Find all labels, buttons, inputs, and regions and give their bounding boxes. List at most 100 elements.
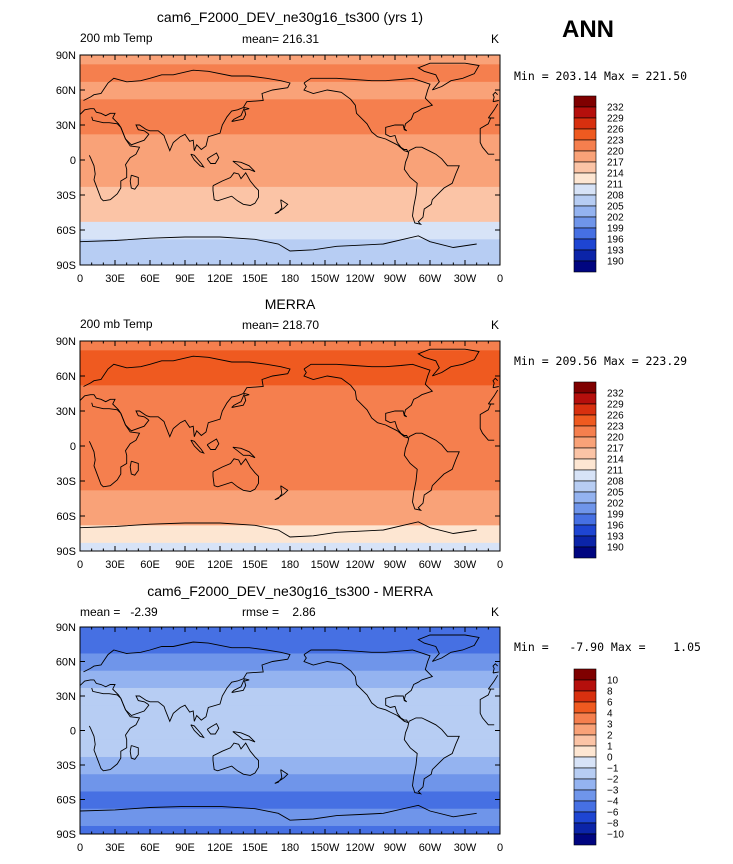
panel-2-units: K [491, 318, 500, 332]
colorbar-label: 214 [607, 455, 624, 466]
colorbar-box [573, 95, 597, 108]
coastline [492, 377, 499, 389]
x-tick-label: 180 [281, 559, 299, 571]
panel-2-coastlines [80, 348, 499, 538]
x-tick-label: 60E [140, 559, 160, 571]
coastline [231, 106, 250, 122]
panel-2-band-15N [80, 419, 500, 438]
colorbar-box [573, 679, 597, 692]
x-tick-label: 90W [384, 273, 407, 285]
colorbar-box [573, 524, 597, 537]
coastline [403, 146, 460, 225]
x-tick-label: 120E [207, 273, 233, 285]
colorbar-box [573, 194, 597, 207]
panel-1-band-15S [80, 168, 500, 187]
coastline [190, 724, 205, 739]
panel-1-minmax: Min = 203.14 Max = 221.50 [514, 69, 688, 83]
x-tick-label: 30E [105, 842, 125, 854]
panel-2-colorbar: 2322292262232202172142112082052021991961… [573, 381, 624, 559]
x-tick-label: 180 [281, 273, 299, 285]
panel-3-band-75N [80, 635, 500, 654]
colorbar-label: 220 [607, 147, 624, 158]
panel-1-band-75S [80, 238, 500, 257]
colorbar-label: −6 [607, 808, 619, 819]
panel-1-band-15N [80, 133, 500, 152]
y-tick-label: 0 [70, 441, 76, 453]
colorbar-label: 229 [607, 400, 624, 411]
panel-3-band-45S [80, 773, 500, 792]
coastline [232, 446, 256, 459]
panel-3-left-label: mean = -2.39 [80, 605, 158, 619]
colorbar-label: 220 [607, 433, 624, 444]
panel-3-field [80, 627, 500, 834]
coastline [88, 116, 495, 202]
coastline [274, 769, 289, 784]
colorbar-box [573, 701, 597, 714]
panel-1-band-60S [80, 221, 500, 240]
panel-2-band-15S [80, 454, 500, 473]
x-tick-label: 60W [419, 559, 442, 571]
x-tick-label: 0 [497, 273, 503, 285]
y-tick-label: 30N [56, 406, 76, 418]
coastline [206, 152, 220, 164]
panel-2-band-0 [80, 437, 500, 456]
colorbar-box [573, 216, 597, 229]
panel-3-plot: 0 30E 60E 90E 120E 150E 180 150W 120W 90W 60W 30W 09… [56, 622, 625, 854]
colorbar-box [573, 734, 597, 747]
colorbar-label: 199 [607, 510, 624, 521]
colorbar-box [573, 800, 597, 813]
y-tick-label: 0 [70, 726, 76, 738]
y-tick-label: 90N [56, 50, 76, 62]
colorbar-label: 229 [607, 114, 624, 125]
colorbar-label: −3 [607, 786, 619, 797]
colorbar-label: 1 [607, 742, 613, 753]
colorbar-box [573, 238, 597, 251]
coastline [417, 634, 480, 662]
x-tick-label: 120W [346, 559, 375, 571]
colorbar-label: 2 [607, 731, 613, 742]
y-tick-label: 30S [56, 190, 76, 202]
x-tick-label: 60E [140, 842, 160, 854]
x-tick-label: 150W [311, 559, 340, 571]
panel-2-field [80, 341, 500, 551]
colorbar-label: 6 [607, 698, 613, 709]
panel-1-band-75N [80, 63, 500, 82]
coastline [80, 69, 499, 152]
colorbar-label: 190 [607, 257, 624, 268]
panel-1-units: K [491, 32, 500, 46]
x-tick-label: 30E [105, 559, 125, 571]
colorbar-box [573, 139, 597, 152]
panel-1-band-30S [80, 186, 500, 205]
coastline [303, 363, 434, 439]
colorbar-label: 205 [607, 488, 624, 499]
colorbar-box [573, 172, 597, 185]
coastline [232, 160, 256, 173]
colorbar-label: 196 [607, 521, 624, 532]
panel-3-minmax: Min = -7.90 Max = 1.05 [514, 640, 701, 654]
colorbar-label: 217 [607, 158, 624, 169]
y-tick-label: 90N [56, 336, 76, 348]
panel-3-band-30N [80, 687, 500, 706]
panel-1-left-label: 200 mb Temp [80, 31, 153, 45]
y-tick-label: 60N [56, 657, 76, 669]
panel-1-center-label: mean= 216.31 [242, 32, 320, 46]
colorbar-box [573, 260, 597, 273]
coastline [129, 745, 139, 760]
coastline [88, 402, 495, 488]
x-tick-label: 60E [140, 273, 160, 285]
colorbar-label: 193 [607, 532, 624, 543]
x-tick-label: 120W [346, 842, 375, 854]
x-tick-label: 0 [77, 842, 83, 854]
colorbar-label: 0 [607, 753, 613, 764]
colorbar-box [573, 381, 597, 394]
colorbar-box [573, 469, 597, 482]
colorbar-box [573, 249, 597, 262]
colorbar-label: 208 [607, 191, 624, 202]
colorbar-label: −10 [607, 830, 624, 841]
colorbar-label: 3 [607, 720, 613, 731]
x-tick-label: 150W [311, 842, 340, 854]
x-tick-label: 180 [281, 842, 299, 854]
coastline [231, 392, 250, 408]
x-tick-label: 150W [311, 273, 340, 285]
coastline [274, 199, 289, 215]
